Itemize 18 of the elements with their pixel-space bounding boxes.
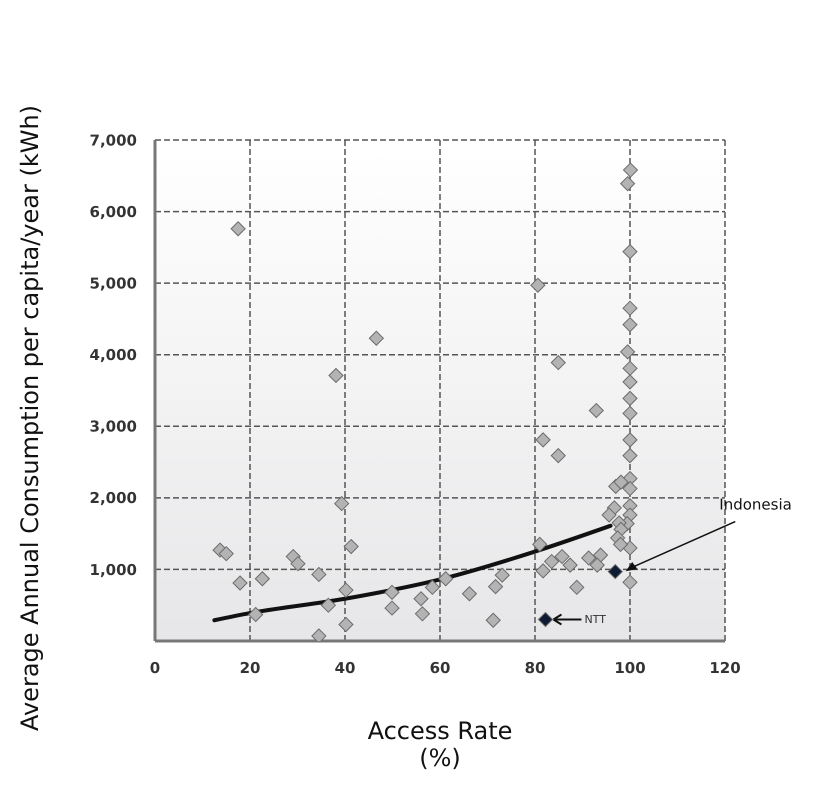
annotation: Indonesia: [719, 496, 792, 514]
x-tick-label: 0: [150, 659, 160, 677]
y-tick-label: 2,000: [90, 489, 137, 508]
annotation: NTT: [584, 613, 606, 626]
y-tick-label: 4,000: [90, 346, 137, 364]
x-tick-label: 40: [334, 659, 356, 677]
y-tick-label: 7,000: [90, 131, 137, 150]
x-tick-label: 80: [524, 659, 546, 677]
x-tick-label: 60: [430, 659, 450, 677]
y-tick-label: 1,000: [90, 560, 137, 579]
y-tick-label: 3,000: [90, 418, 137, 436]
x-axis-title: Access Rate (%): [368, 717, 512, 772]
y-tick-label: 5,000: [90, 274, 137, 292]
x-tick-label: 20: [240, 659, 260, 677]
x-tick-label: 120: [709, 659, 741, 677]
y-tick-label: 6,000: [90, 202, 137, 221]
y-axis-title: Average Annual Consumption per capita/year (kWh): [16, 104, 44, 732]
x-tick-label: 100: [614, 659, 646, 677]
